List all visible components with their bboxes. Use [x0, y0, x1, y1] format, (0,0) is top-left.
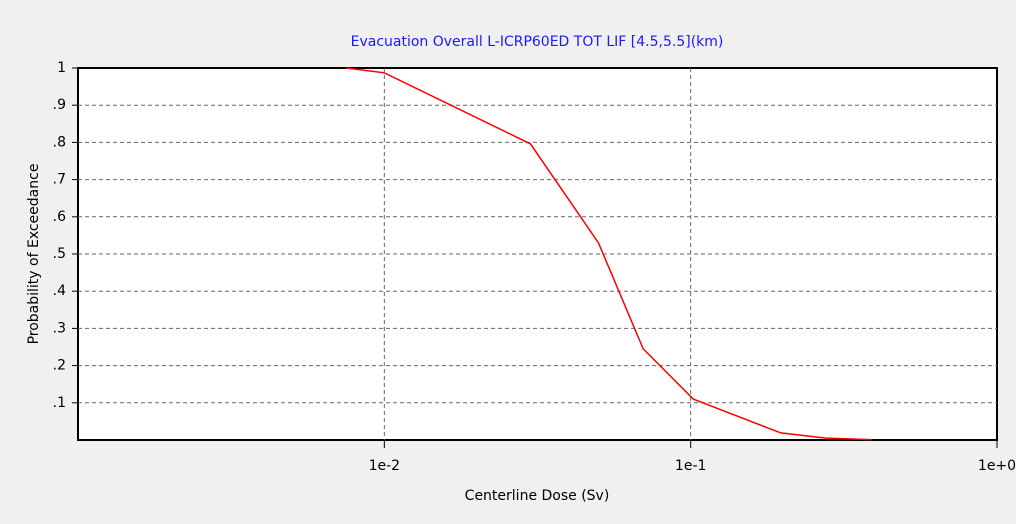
- x-axis-label: Centerline Dose (Sv): [465, 488, 610, 504]
- chart-title: Evacuation Overall L-ICRP60ED TOT LIF [4…: [351, 34, 724, 50]
- y-tick-label: .8: [53, 134, 66, 150]
- y-tick-label: .2: [53, 358, 66, 374]
- x-tick-label: 1e+0: [978, 458, 1016, 474]
- line: [345, 67, 872, 441]
- y-tick-label: .6: [53, 209, 66, 225]
- y-tick-label: .9: [53, 97, 66, 113]
- y-tick-label: .1: [53, 395, 66, 411]
- y-axis-label: Probability of Exceedance: [26, 164, 42, 345]
- y-tick-label: .3: [53, 320, 66, 336]
- plot-area: [77, 67, 998, 441]
- y-tick-label: .4: [53, 283, 66, 299]
- y-tick-label: .5: [53, 246, 66, 262]
- y-tick-label: 1: [57, 60, 66, 76]
- x-tick-label: 1e-2: [369, 458, 400, 474]
- x-tick-label: 1e-1: [675, 458, 706, 474]
- y-tick-label: .7: [53, 172, 66, 188]
